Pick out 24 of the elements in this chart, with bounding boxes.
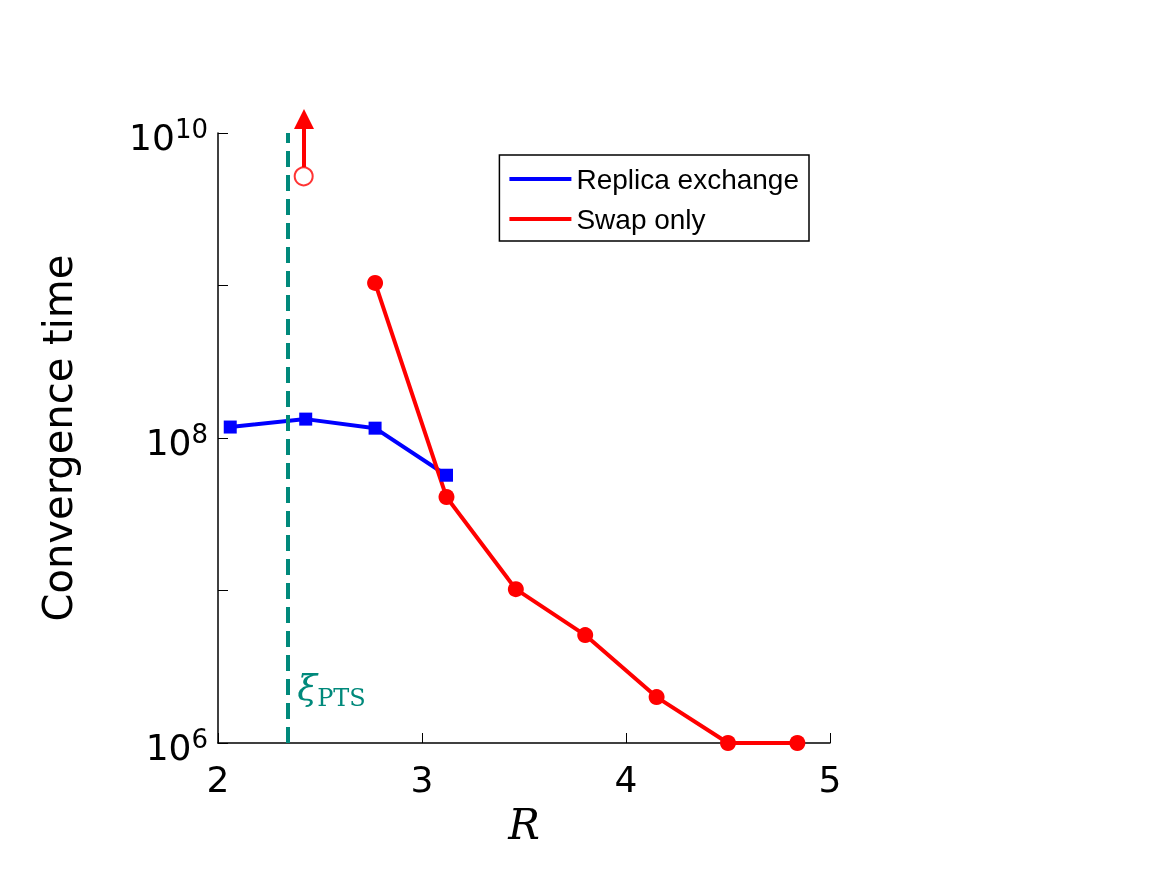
point bbox=[299, 412, 313, 426]
point bbox=[223, 420, 237, 434]
point bbox=[438, 489, 455, 506]
point bbox=[720, 735, 736, 751]
legend-label: Swap only bbox=[576, 203, 706, 235]
point bbox=[368, 421, 382, 435]
x-tick-label: 4 bbox=[614, 758, 638, 800]
x-axis-title: R bbox=[507, 799, 540, 849]
point bbox=[648, 689, 665, 706]
x-tick-label: 5 bbox=[818, 758, 842, 800]
y-tick-label: 10$^{8}$ bbox=[145, 418, 208, 463]
y-axis-title: Convergence time bbox=[35, 254, 81, 622]
x-tick-label: 2 bbox=[206, 758, 230, 800]
ref-line-label: ξ$_{PTS}$ bbox=[297, 667, 366, 714]
y-tick-label: 10$^{10}$ bbox=[129, 113, 208, 158]
y-tick-label: 10$^{6}$ bbox=[145, 723, 208, 768]
point bbox=[577, 627, 594, 644]
point bbox=[293, 166, 314, 187]
point bbox=[789, 735, 806, 751]
legend-label: Replica exchange bbox=[576, 163, 799, 195]
point bbox=[439, 468, 453, 482]
x-tick-label: 3 bbox=[410, 758, 434, 800]
point bbox=[507, 581, 524, 598]
point bbox=[367, 274, 384, 291]
